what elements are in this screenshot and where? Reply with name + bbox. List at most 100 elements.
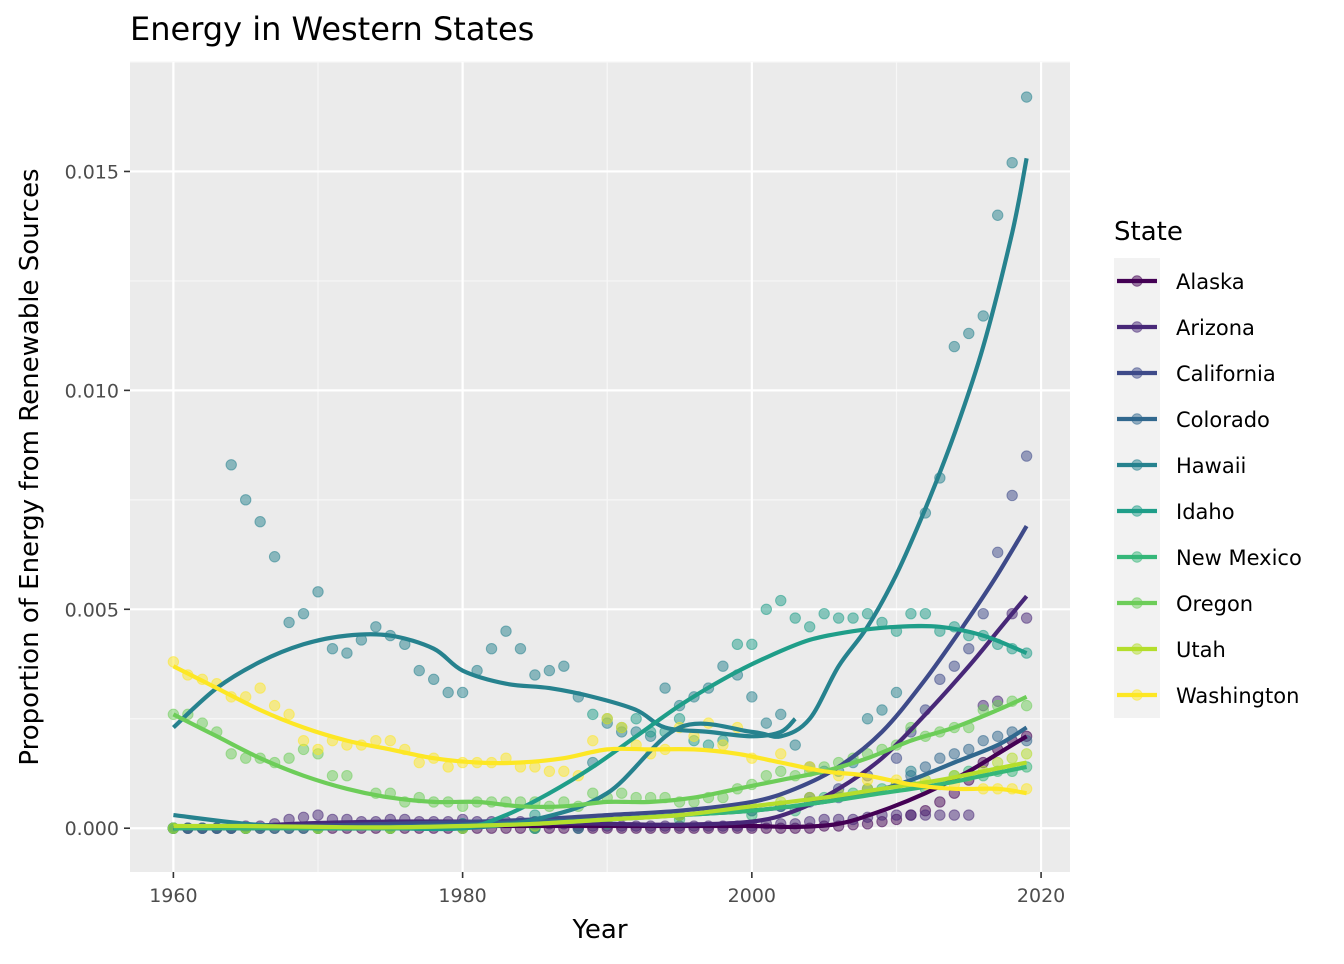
data-point-colorado	[948, 748, 961, 760]
data-point-arizona	[890, 809, 903, 821]
data-point-idaho	[847, 612, 859, 624]
y-tick-label: 0.010	[65, 380, 119, 402]
data-point-idaho	[775, 594, 787, 607]
data-point-hawaii	[370, 621, 382, 633]
data-point-arizona	[905, 809, 917, 821]
data-point-california	[1006, 489, 1018, 502]
data-point-washington	[413, 756, 425, 769]
data-point-hawaii	[413, 664, 425, 677]
data-point-idaho	[587, 708, 599, 721]
data-point-oregon	[1020, 699, 1033, 712]
data-point-arizona	[312, 809, 324, 821]
data-point-hawaii	[861, 713, 874, 725]
legend-item-colorado: Colorado	[1114, 396, 1270, 442]
data-point-hawaii	[500, 625, 512, 637]
x-axis-ticks: 1960 1980 2000 2020	[149, 872, 1065, 907]
data-point-hawaii	[775, 708, 787, 721]
legend-key-point	[1131, 551, 1143, 563]
data-point-oregon	[760, 769, 773, 782]
data-point-hawaii	[427, 673, 440, 686]
data-point-oregon	[775, 765, 787, 777]
legend-key-point	[1131, 505, 1143, 517]
data-point-washington	[167, 656, 180, 668]
legend-label: Colorado	[1176, 408, 1270, 432]
legend-key-point	[1131, 459, 1143, 471]
legend-item-arizona: Arizona	[1114, 304, 1255, 350]
x-tick-label: 1980	[438, 885, 486, 907]
data-point-california	[934, 673, 946, 686]
legend-item-california: California	[1114, 350, 1276, 396]
data-point-hawaii	[1020, 91, 1033, 103]
data-point-idaho	[630, 713, 642, 725]
data-point-arizona	[1020, 612, 1033, 624]
y-tick-label: 0.015	[65, 161, 119, 183]
x-axis-title: Year	[571, 915, 627, 945]
x-tick-label: 2000	[728, 885, 776, 907]
data-point-hawaii	[963, 327, 975, 340]
data-point-idaho	[746, 638, 758, 651]
data-point-hawaii	[948, 340, 961, 353]
data-point-washington	[615, 721, 628, 734]
data-point-arizona	[948, 809, 961, 821]
data-point-washington	[587, 734, 599, 747]
data-point-idaho	[789, 612, 801, 624]
legend-key-point	[1131, 275, 1143, 287]
data-point-california	[963, 643, 975, 655]
data-point-arizona	[818, 813, 830, 826]
data-point-california	[977, 607, 989, 620]
data-point-hawaii	[312, 586, 324, 598]
legend-item-utah: Utah	[1114, 626, 1226, 672]
data-point-washington	[312, 743, 324, 756]
data-point-washington	[442, 761, 454, 773]
legend-title: State	[1114, 217, 1183, 247]
data-point-washington	[775, 748, 787, 760]
lines-layer	[171, 157, 1029, 832]
data-point-hawaii	[326, 643, 339, 655]
data-point-hawaii	[659, 682, 671, 694]
legend-item-idaho: Idaho	[1114, 488, 1235, 534]
data-point-hawaii	[341, 647, 353, 659]
legend-label: Hawaii	[1176, 454, 1246, 478]
data-point-hawaii	[760, 717, 773, 729]
data-point-hawaii	[254, 516, 266, 528]
y-axis-title: Proportion of Energy from Renewable Sour…	[15, 168, 45, 765]
data-point-hawaii	[239, 494, 252, 506]
data-point-washington	[543, 765, 556, 777]
legend-label: Arizona	[1176, 316, 1255, 340]
legend-items: Alaska Arizona California Colorado Hawaii Ida…	[1114, 258, 1302, 718]
x-tick-label: 2020	[1017, 885, 1065, 907]
legend-label: Oregon	[1176, 592, 1253, 616]
legend-key-point	[1131, 689, 1143, 701]
data-point-washington	[717, 739, 729, 751]
legend-key-point	[1131, 643, 1143, 655]
data-point-idaho	[760, 603, 773, 615]
data-point-hawaii	[442, 686, 454, 699]
data-point-arizona	[934, 809, 946, 821]
data-point-colorado	[934, 752, 946, 764]
data-point-oregon	[225, 748, 237, 760]
data-point-idaho	[803, 621, 816, 633]
data-point-idaho	[832, 612, 845, 624]
legend-item-hawaii: Hawaii	[1114, 442, 1246, 488]
data-point-hawaii	[1006, 157, 1018, 169]
data-point-hawaii	[456, 686, 469, 699]
data-point-hawaii	[890, 686, 903, 699]
legend: State Alaska Arizona California Colorado Haw…	[1114, 217, 1302, 718]
data-point-alaska	[934, 796, 946, 808]
data-point-hawaii	[514, 643, 527, 655]
data-point-washington	[283, 708, 295, 721]
data-point-oregon	[587, 787, 599, 799]
x-tick-label: 1960	[149, 885, 197, 907]
data-point-colorado	[963, 743, 975, 756]
legend-key-point	[1131, 597, 1143, 609]
data-point-idaho	[919, 607, 932, 620]
smooth-line-oregon	[172, 694, 1028, 809]
data-point-oregon	[326, 769, 339, 782]
data-point-washington	[268, 699, 281, 712]
chart-title: Energy in Western States	[130, 10, 534, 48]
data-point-california	[991, 546, 1004, 559]
data-point-california	[948, 660, 961, 672]
data-point-idaho	[861, 607, 874, 620]
